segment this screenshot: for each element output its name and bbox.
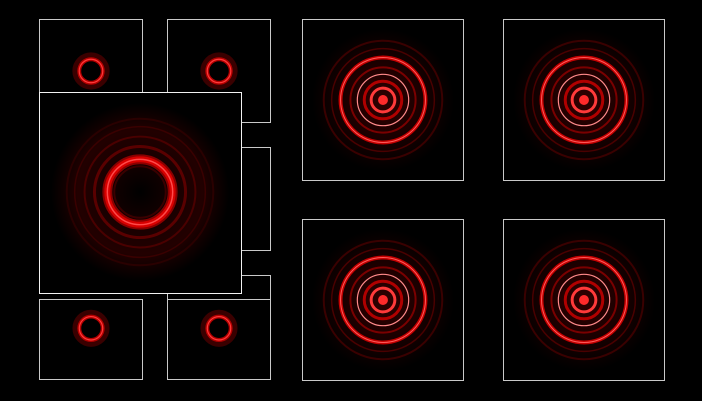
ring-tile-1[interactable] — [302, 19, 464, 181]
concentric-rings-image — [311, 28, 455, 172]
small-ring-image — [72, 309, 110, 347]
thumbnail-ring-bottom-right[interactable] — [167, 299, 271, 380]
ring-tile-4[interactable] — [503, 219, 665, 381]
enlarged-ring-preview[interactable] — [39, 92, 242, 294]
ring-tile-3[interactable] — [302, 219, 464, 381]
small-ring-image — [200, 52, 238, 90]
ring-tile-2[interactable] — [503, 19, 665, 181]
concentric-rings-image — [512, 228, 656, 372]
small-ring-image — [200, 309, 238, 347]
thick-ring-image — [40, 93, 241, 293]
small-ring-image — [72, 52, 110, 90]
thumbnail-ring-bottom-left[interactable] — [39, 299, 143, 380]
concentric-rings-image — [311, 228, 455, 372]
concentric-rings-image — [512, 28, 656, 172]
